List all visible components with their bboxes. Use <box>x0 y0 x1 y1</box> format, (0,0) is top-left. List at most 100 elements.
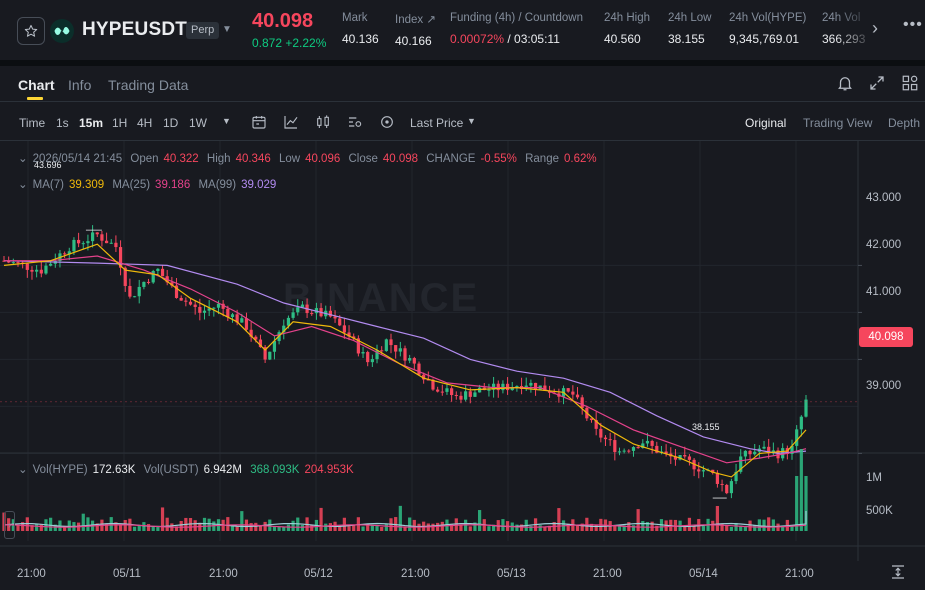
fit-screen-icon[interactable] <box>889 563 907 581</box>
volume-bar <box>725 525 729 531</box>
interval-1s[interactable]: 1s <box>56 116 69 130</box>
view-trading-view[interactable]: Trading View <box>803 116 873 130</box>
volume-bar <box>81 513 85 531</box>
candle-body <box>207 308 211 311</box>
candle <box>412 356 416 370</box>
volume-bar <box>468 526 472 531</box>
time-label[interactable]: Time <box>19 116 46 130</box>
stat-label: Funding (4h) / Countdown <box>450 12 583 24</box>
candlestick-chart[interactable] <box>0 141 925 590</box>
candle-body <box>729 481 733 494</box>
interval-dropdown-icon[interactable]: ▼ <box>222 116 231 126</box>
candle-body <box>146 281 151 283</box>
candle <box>35 265 39 278</box>
interval-1d[interactable]: 1D <box>163 116 179 130</box>
volume-bar <box>151 526 155 531</box>
candle-body <box>123 267 127 286</box>
symbol-dropdown-icon[interactable]: ▼ <box>222 24 232 35</box>
candle-body <box>636 447 640 449</box>
volume-bar <box>617 525 622 531</box>
candle <box>156 268 160 275</box>
interval-1h[interactable]: 1H <box>112 116 128 130</box>
candle <box>510 381 514 391</box>
indicator-icon[interactable] <box>283 114 299 130</box>
volume-bar <box>156 525 160 531</box>
interval-15m[interactable]: 15m <box>79 116 104 130</box>
ma7-label: MA(7) <box>32 179 64 191</box>
volume-bar <box>431 523 435 531</box>
candle-body <box>202 310 207 313</box>
candle <box>30 266 34 280</box>
volume-bar <box>781 525 785 531</box>
tab-trading-data[interactable]: Trading Data <box>108 77 189 93</box>
layout-grid-icon[interactable] <box>901 74 919 92</box>
drawing-tools-icon[interactable] <box>379 114 395 130</box>
candle-body <box>114 242 118 248</box>
volume-bar <box>771 519 775 531</box>
candle <box>212 307 216 317</box>
change-value: -0.55% <box>480 153 517 165</box>
stat-label: Mark <box>342 12 368 24</box>
favorite-button[interactable] <box>17 17 45 45</box>
candle-body <box>328 310 332 317</box>
panel-collapse-handle[interactable]: › <box>4 511 15 539</box>
x-tick-label: 05/14 <box>689 568 718 580</box>
symbol-name[interactable]: HYPEUSDT <box>82 19 188 40</box>
candle <box>594 411 598 436</box>
stat-label: 24h Vol(HYPE) <box>729 12 807 24</box>
candle-body <box>440 391 444 393</box>
candle <box>603 435 608 446</box>
candle-body <box>151 271 155 283</box>
candle-type-icon[interactable] <box>315 114 331 130</box>
candle-body <box>412 358 416 364</box>
volume-bar <box>757 519 761 531</box>
volume-bar <box>235 526 239 531</box>
candle-body <box>403 348 407 361</box>
candle-body <box>608 439 612 441</box>
view-depth[interactable]: Depth <box>888 116 921 130</box>
more-dots-icon[interactable]: ••• <box>903 16 923 33</box>
collapse-vol-icon[interactable]: ⌄ <box>18 464 28 476</box>
candle <box>566 388 570 393</box>
volume-bar <box>35 524 39 531</box>
chart-settings-icon[interactable] <box>347 114 363 130</box>
x-tick-label: 21:00 <box>401 568 430 580</box>
expand-icon[interactable] <box>868 74 886 92</box>
collapse-legend-icon[interactable]: ⌄ <box>18 153 28 165</box>
candle-body <box>216 303 221 308</box>
candle-body <box>235 314 239 323</box>
collapse-ma-icon[interactable]: ⌄ <box>18 179 28 191</box>
price-type-select[interactable]: Last Price <box>410 116 464 130</box>
y-tick-label: 41.000 <box>866 286 902 298</box>
interval-1w[interactable]: 1W <box>189 116 207 130</box>
candle-body <box>156 268 160 272</box>
chevron-right-icon[interactable]: › <box>872 18 878 38</box>
volume-bar <box>300 524 305 531</box>
candle-body <box>291 312 295 318</box>
volume-bar <box>790 525 794 531</box>
price-type-dropdown-icon[interactable]: ▼ <box>467 116 476 126</box>
candle-body <box>468 391 472 397</box>
ticker-fade <box>835 0 875 60</box>
candle-body <box>753 451 757 455</box>
volume-bar <box>123 520 127 531</box>
view-original[interactable]: Original <box>745 116 787 130</box>
tab-chart[interactable]: Chart <box>18 77 55 93</box>
stat-value: 38.155 <box>668 32 705 46</box>
y-tick-label: 43.000 <box>866 192 902 204</box>
volume-bar <box>160 507 165 531</box>
low-value: 40.096 <box>305 153 341 165</box>
candle <box>398 341 402 357</box>
stat-index[interactable]: Index ↗ 40.166 <box>395 12 436 48</box>
candle-body <box>212 307 216 309</box>
candle <box>762 440 766 450</box>
tab-info[interactable]: Info <box>68 77 92 93</box>
candle-body <box>599 428 603 438</box>
candle <box>519 377 524 395</box>
bell-icon[interactable] <box>836 74 854 92</box>
candle <box>743 450 747 464</box>
candle <box>300 301 305 308</box>
candle <box>114 235 118 253</box>
interval-4h[interactable]: 4H <box>137 116 153 130</box>
calendar-icon[interactable] <box>251 114 267 130</box>
